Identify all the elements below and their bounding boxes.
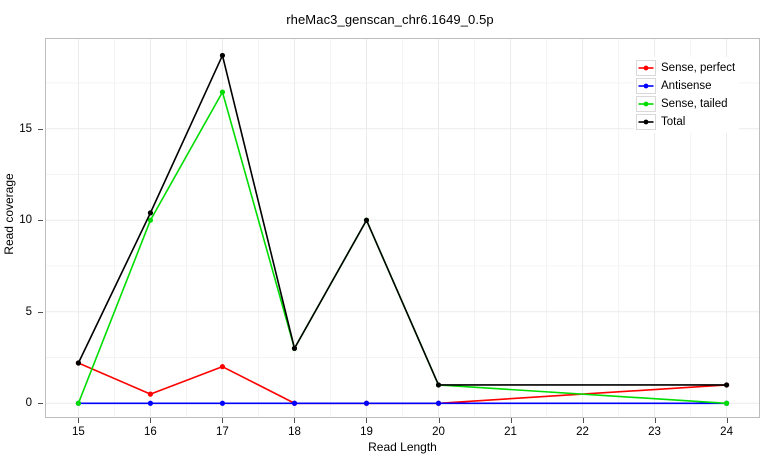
x-tick-label: 16 [144,426,157,438]
x-tick-label: 23 [648,426,661,438]
legend-key-icon [636,60,656,76]
y-tick-mark [38,403,43,405]
x-tick-mark [726,418,728,423]
x-tick-mark [510,418,512,423]
x-tick-label: 17 [216,426,229,438]
y-axis-tick-labels: 0 5 10 15 [0,38,32,418]
legend-label: Sense, perfect [661,62,736,74]
legend-item: Sense, perfect [636,59,735,77]
legend-label: Sense, tailed [661,98,728,110]
legend-label: Antisense [661,80,712,92]
y-tick-mark [38,128,43,130]
x-tick-label: 20 [432,426,445,438]
x-axis-tick-marks [45,418,760,424]
legend-key-icon [636,114,656,130]
y-tick-mark [38,220,43,222]
x-tick-mark [366,418,368,423]
x-tick-label: 18 [288,426,301,438]
x-tick-label: 22 [576,426,589,438]
x-tick-mark [582,418,584,423]
legend-item: Sense, tailed [636,95,735,113]
legend-item: Total [636,113,735,131]
x-tick-mark [438,418,440,423]
x-axis-tick-labels: 15 16 17 18 19 20 21 22 23 24 [45,418,760,442]
grid-major [46,39,759,417]
legend-key-icon [636,78,656,94]
x-tick-mark [294,418,296,423]
y-tick-label: 5 [25,305,32,318]
x-axis-label: Read Length [368,440,437,454]
chart-legend: Sense, perfect Antisense Sense, tailed Tota… [634,57,740,133]
series-3 [75,52,730,388]
legend-key-icon [636,96,656,112]
y-tick-label: 10 [19,214,32,227]
x-tick-label: 15 [72,426,85,438]
legend-item: Antisense [636,77,735,95]
x-tick-mark [150,418,152,423]
y-axis-tick-marks [0,38,45,418]
y-tick-mark [38,311,43,313]
x-tick-mark [222,418,224,423]
x-tick-mark [654,418,656,423]
x-tick-label: 19 [360,426,373,438]
y-tick-label: 15 [19,122,32,135]
x-tick-mark [78,418,80,423]
legend-label: Total [661,116,686,128]
y-tick-label: 0 [25,397,32,410]
x-tick-label: 21 [504,426,517,438]
x-tick-label: 24 [720,426,733,438]
chart-title: rheMac3_genscan_chr6.1649_0.5p [286,12,494,27]
